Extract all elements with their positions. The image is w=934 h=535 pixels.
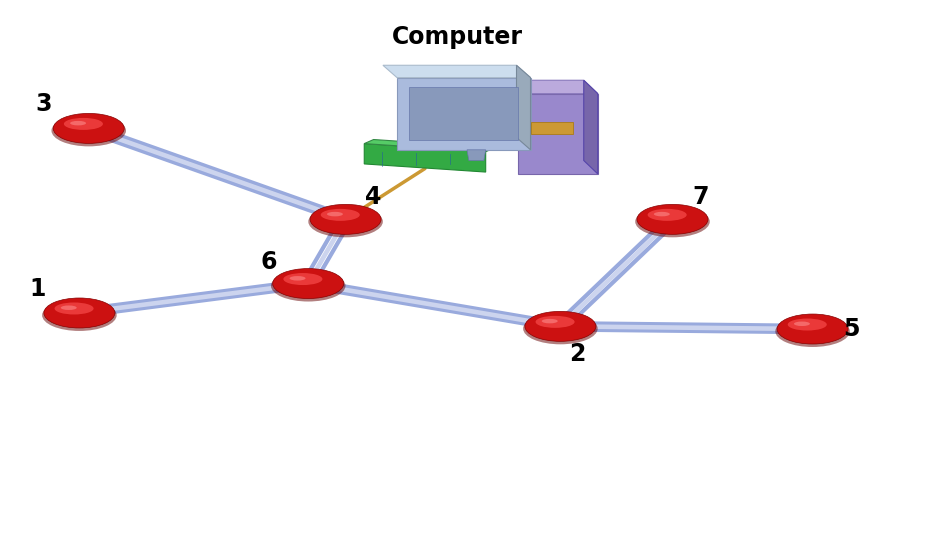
- Polygon shape: [518, 94, 598, 174]
- Ellipse shape: [54, 302, 93, 315]
- Ellipse shape: [61, 305, 77, 310]
- Text: 1: 1: [29, 277, 46, 301]
- Polygon shape: [467, 150, 486, 160]
- Ellipse shape: [777, 314, 848, 344]
- Ellipse shape: [320, 209, 360, 221]
- Ellipse shape: [70, 121, 86, 125]
- Ellipse shape: [51, 115, 126, 147]
- Polygon shape: [504, 80, 598, 94]
- Polygon shape: [517, 65, 531, 150]
- Polygon shape: [364, 143, 486, 172]
- Polygon shape: [584, 80, 598, 174]
- Text: 7: 7: [692, 185, 709, 209]
- Text: 5: 5: [843, 317, 860, 341]
- Text: 6: 6: [261, 250, 277, 274]
- Ellipse shape: [44, 298, 115, 328]
- Ellipse shape: [290, 276, 305, 280]
- Ellipse shape: [525, 311, 596, 341]
- Ellipse shape: [775, 316, 850, 347]
- Ellipse shape: [271, 270, 346, 302]
- Polygon shape: [409, 87, 518, 140]
- Ellipse shape: [283, 273, 322, 285]
- Ellipse shape: [787, 318, 827, 331]
- Ellipse shape: [64, 118, 103, 130]
- Polygon shape: [364, 140, 495, 152]
- Text: Computer: Computer: [392, 26, 523, 49]
- Ellipse shape: [308, 206, 383, 238]
- Text: 4: 4: [365, 185, 382, 209]
- Ellipse shape: [794, 322, 810, 326]
- Ellipse shape: [42, 300, 117, 331]
- Ellipse shape: [273, 269, 344, 299]
- Ellipse shape: [654, 212, 670, 216]
- Ellipse shape: [327, 212, 343, 216]
- Ellipse shape: [53, 113, 124, 143]
- Ellipse shape: [310, 204, 381, 234]
- FancyBboxPatch shape: [531, 122, 573, 134]
- Polygon shape: [397, 78, 531, 150]
- Ellipse shape: [542, 319, 558, 323]
- Ellipse shape: [635, 206, 710, 238]
- Ellipse shape: [535, 316, 574, 328]
- Ellipse shape: [637, 204, 708, 234]
- Ellipse shape: [523, 313, 598, 345]
- Text: 3: 3: [35, 93, 52, 116]
- Ellipse shape: [647, 209, 686, 221]
- Polygon shape: [383, 65, 531, 78]
- Text: 2: 2: [569, 342, 586, 366]
